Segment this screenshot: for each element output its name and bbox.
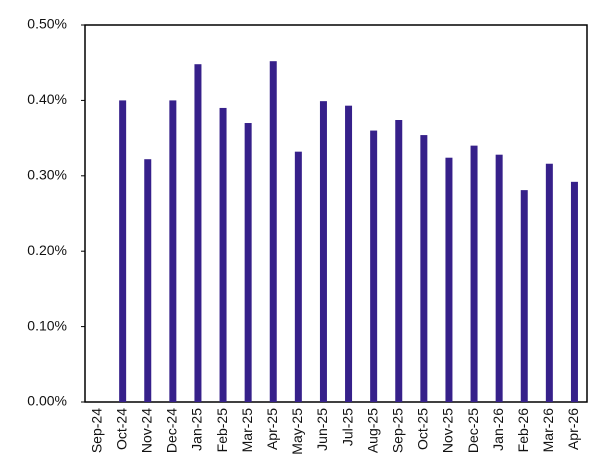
bar xyxy=(319,101,327,403)
bar xyxy=(144,159,152,402)
bar xyxy=(520,190,528,402)
y-tick-label: 0.00% xyxy=(27,393,67,409)
x-tick-label: May-25 xyxy=(289,408,305,455)
bar xyxy=(420,135,428,403)
bar xyxy=(495,154,503,402)
x-tick-label: Apr-25 xyxy=(264,408,280,450)
x-tick-label: Jan-25 xyxy=(189,408,205,451)
x-tick-label: Nov-25 xyxy=(440,408,456,453)
y-tick-label: 0.50% xyxy=(27,16,67,32)
bar xyxy=(244,123,252,403)
x-tick-label: Feb-25 xyxy=(214,408,230,453)
bar xyxy=(545,163,553,402)
y-tick-label: 0.40% xyxy=(27,91,67,107)
x-tick-label: Apr-26 xyxy=(565,408,581,450)
x-tick-label: Sep-24 xyxy=(88,408,104,453)
y-tick-label: 0.20% xyxy=(27,242,67,258)
bar xyxy=(194,64,202,402)
x-tick-label: Mar-25 xyxy=(239,408,255,453)
x-tick-label: Oct-24 xyxy=(113,408,129,450)
bar xyxy=(345,105,353,402)
x-tick-label: Mar-26 xyxy=(540,408,556,453)
bar xyxy=(219,107,227,402)
bar xyxy=(294,151,302,402)
x-tick-label: Jun-25 xyxy=(314,408,330,451)
x-tick-label: Jul-25 xyxy=(339,408,355,446)
x-tick-label: Oct-25 xyxy=(415,408,431,450)
bar xyxy=(470,145,478,402)
x-tick-label: Nov-24 xyxy=(138,408,154,453)
x-tick-label: Dec-25 xyxy=(465,408,481,453)
bar xyxy=(570,181,578,402)
x-tick-label: Dec-24 xyxy=(164,408,180,453)
bar xyxy=(445,157,453,402)
bar xyxy=(370,130,378,402)
x-tick-label: Jan-26 xyxy=(490,408,506,451)
x-tick-label: Feb-26 xyxy=(515,408,531,453)
bar xyxy=(169,100,177,403)
plot-frame xyxy=(84,24,588,403)
x-tick-label: Aug-25 xyxy=(364,408,380,453)
y-tick-label: 0.10% xyxy=(27,317,67,333)
y-tick-label: 0.30% xyxy=(27,167,67,183)
bar xyxy=(119,100,127,403)
bar xyxy=(269,61,277,402)
x-tick-label: Sep-25 xyxy=(389,408,405,453)
bar xyxy=(395,120,403,402)
